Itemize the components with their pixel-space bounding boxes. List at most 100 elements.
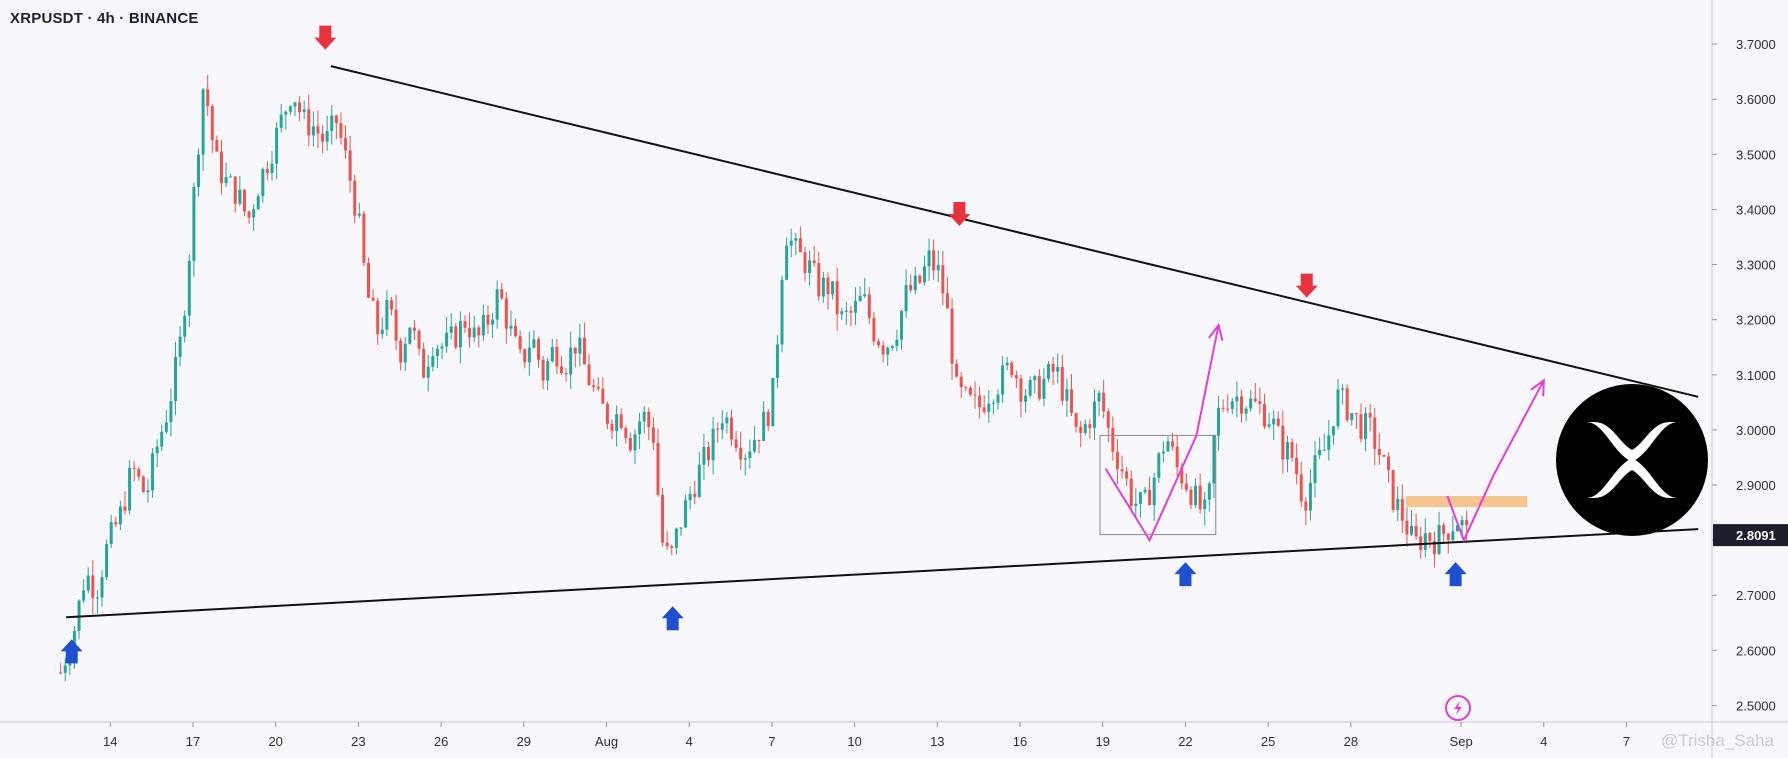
candle-body <box>780 279 784 345</box>
candle-body <box>559 366 563 374</box>
candle-body <box>1313 455 1317 483</box>
candle-body <box>670 546 674 548</box>
candle-body <box>1350 413 1354 420</box>
candle-body <box>605 403 609 424</box>
candle-body <box>844 310 848 312</box>
candle-body <box>748 451 752 459</box>
candle-body <box>389 299 393 310</box>
candle-body <box>959 376 963 388</box>
candle-body <box>573 347 577 354</box>
candle-body <box>1437 525 1441 555</box>
candle-body <box>564 373 568 375</box>
candle-body <box>445 332 449 347</box>
candle-body <box>546 361 550 381</box>
annotations-layer <box>60 25 1699 664</box>
x-tick-label: 16 <box>1013 734 1027 749</box>
candle-body <box>403 343 407 363</box>
candle-body <box>1460 520 1464 526</box>
candle-body <box>366 262 370 298</box>
candle-body <box>1359 414 1363 440</box>
candle-body <box>192 186 196 261</box>
candle-body <box>1410 526 1414 535</box>
candle-body <box>582 337 586 365</box>
candle-body <box>798 238 802 253</box>
candle-body <box>739 447 743 460</box>
candle-body <box>904 285 908 312</box>
candle-body <box>743 458 747 460</box>
candle-body <box>1258 401 1262 404</box>
candle-body <box>141 476 145 493</box>
x-tick-label: Sep <box>1450 734 1473 749</box>
selection-box <box>1099 434 1217 536</box>
down-arrow-icon <box>948 201 971 226</box>
candle-body <box>1373 417 1377 449</box>
candle-body <box>261 168 265 197</box>
candle-body <box>1079 426 1083 433</box>
candle-body <box>1097 392 1101 402</box>
candle-body <box>1166 441 1170 452</box>
x-tick-label: 28 <box>1344 734 1358 749</box>
candle-body <box>711 428 715 461</box>
chart-title: XRPUSDT · 4h · BINANCE <box>10 10 199 27</box>
candle-body <box>472 327 476 338</box>
x-tick-label: 4 <box>1540 734 1547 749</box>
candle-body <box>206 89 210 107</box>
candle-body <box>1290 442 1294 458</box>
candle-body <box>1019 378 1023 402</box>
y-tick-label: 2.5000 <box>1736 698 1776 713</box>
candle-body <box>1446 533 1450 541</box>
candle-body <box>1198 485 1202 510</box>
lower-trendline <box>66 528 1699 619</box>
candle-body <box>950 308 954 364</box>
projection-path-1 <box>1104 324 1220 543</box>
candle-body <box>302 109 306 113</box>
lightning-icon[interactable] <box>1445 695 1471 721</box>
candle-body <box>1272 418 1276 425</box>
candle-body <box>491 319 495 325</box>
up-arrow-icon <box>1444 562 1467 587</box>
candle-body <box>725 417 729 424</box>
candle-body <box>1189 489 1193 505</box>
candle-body <box>656 442 660 495</box>
candle-body <box>716 428 720 430</box>
candle-body <box>210 106 214 141</box>
candle-body <box>1088 424 1092 428</box>
candle-body <box>1239 396 1243 414</box>
candle-body <box>913 275 917 291</box>
candle-body <box>1336 389 1340 427</box>
candle-body <box>1451 531 1455 541</box>
candle-body <box>1060 366 1064 401</box>
candle-body <box>674 528 678 548</box>
x-tick-label: 19 <box>1096 734 1110 749</box>
candle-body <box>968 387 972 395</box>
candle-body <box>1322 449 1326 451</box>
candle-body <box>1051 363 1055 372</box>
candle-body <box>688 493 692 501</box>
candle-body <box>376 300 380 335</box>
candle-body <box>886 347 890 355</box>
candle-body <box>86 575 90 591</box>
candle-body <box>638 421 642 435</box>
candle-body <box>1295 457 1299 475</box>
candle-body <box>863 294 867 297</box>
candle-body <box>307 109 311 136</box>
candle-body <box>91 575 95 598</box>
candle-body <box>1262 403 1266 427</box>
down-arrow-icon <box>314 25 337 50</box>
y-tick-label: 2.7000 <box>1736 588 1776 603</box>
candle-body <box>1364 413 1368 440</box>
candle-body <box>1047 363 1051 379</box>
candle-body <box>1226 408 1230 410</box>
candle-body <box>1028 379 1032 396</box>
candle-body <box>619 414 623 429</box>
candle-body <box>178 336 182 357</box>
x-tick-label: 10 <box>847 734 861 749</box>
candle-body <box>380 329 384 335</box>
candle-body <box>1148 489 1152 506</box>
candle-body <box>155 446 159 454</box>
candle-body <box>1184 483 1188 490</box>
candle-body <box>123 506 127 511</box>
candle-body <box>789 240 793 246</box>
